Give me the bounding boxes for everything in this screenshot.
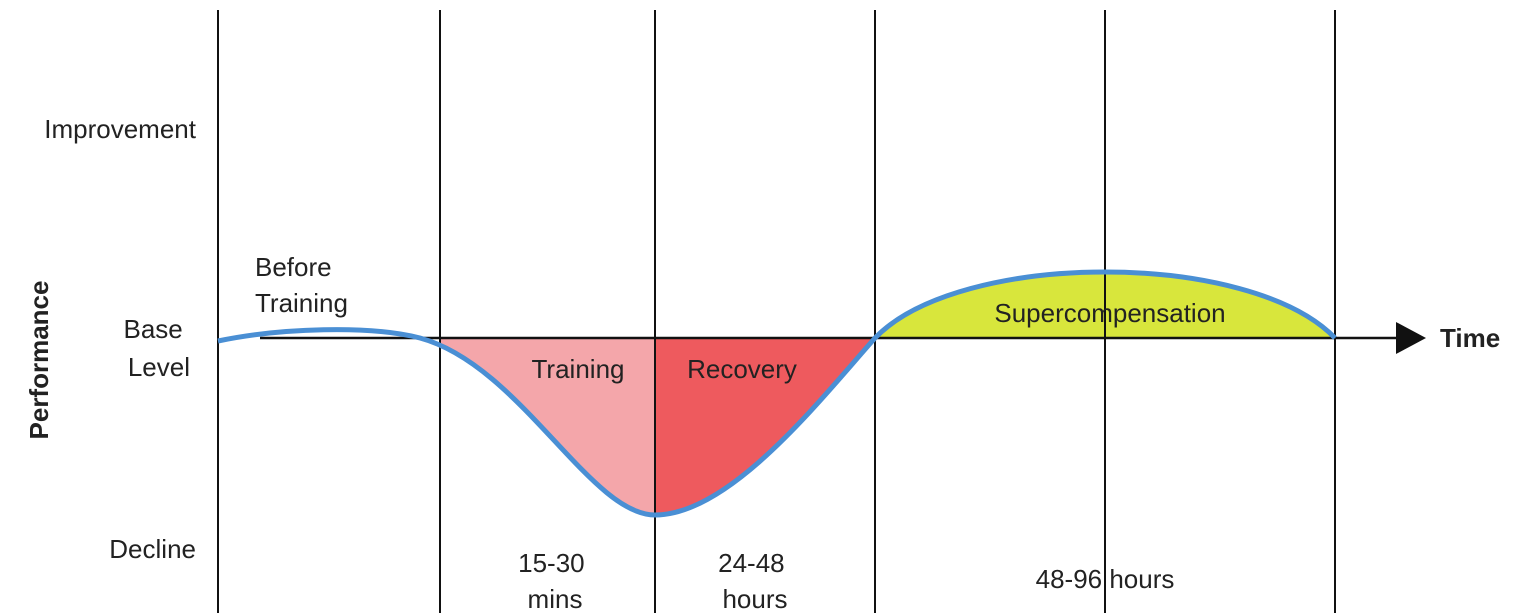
line: Base — [124, 314, 183, 344]
performance-curve — [217, 269, 1337, 518]
line: Level — [128, 352, 190, 382]
duration-label: 15-30 mins — [518, 548, 592, 613]
line: mins — [528, 584, 583, 613]
duration-label: 24-48 hours — [718, 548, 792, 613]
line: hours — [722, 584, 787, 613]
line: 15-30 — [518, 548, 585, 578]
level-label: Decline — [109, 534, 196, 564]
recovery-area — [655, 338, 875, 515]
y-axis-title: Performance — [24, 281, 54, 440]
level-label: Base Level — [124, 314, 191, 382]
dividers — [217, 10, 1336, 613]
training-area — [440, 338, 655, 515]
axis-arrow — [1396, 322, 1426, 354]
phase-label: Supercompensation — [994, 298, 1225, 328]
level-label: Improvement — [44, 114, 196, 144]
line: Before — [255, 252, 332, 282]
phase-label: Before Training — [255, 252, 348, 318]
phase-label: Recovery — [687, 354, 797, 384]
x-axis-title: Time — [1440, 323, 1500, 353]
duration-label: 48-96 hours — [1036, 564, 1175, 594]
line: Training — [255, 288, 348, 318]
line: 24-48 — [718, 548, 785, 578]
phase-label: Training — [532, 354, 625, 384]
